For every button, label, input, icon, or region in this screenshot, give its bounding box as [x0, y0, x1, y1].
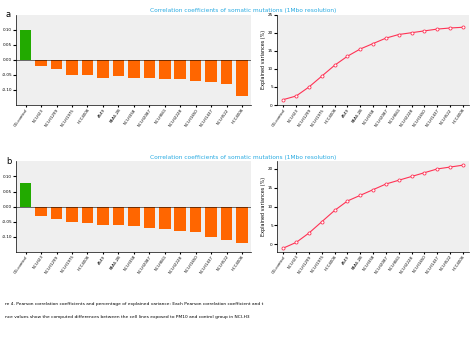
Bar: [236, 60, 248, 96]
Bar: [51, 207, 63, 219]
Text: Correlation coefficients of somatic mutations (1Mbo resolution): Correlation coefficients of somatic muta…: [150, 155, 336, 160]
Bar: [97, 207, 109, 225]
Bar: [82, 207, 93, 223]
Bar: [35, 60, 47, 66]
Bar: [159, 60, 171, 79]
Bar: [20, 183, 31, 207]
Bar: [97, 60, 109, 78]
Bar: [51, 60, 63, 69]
Bar: [66, 207, 78, 222]
Bar: [128, 60, 140, 78]
Text: Correlation coefficients of somatic mutations (1Mbo resolution): Correlation coefficients of somatic muta…: [150, 8, 336, 13]
Text: a: a: [6, 10, 11, 19]
Bar: [190, 60, 201, 81]
Bar: [190, 207, 201, 232]
Bar: [128, 207, 140, 226]
Bar: [20, 30, 31, 60]
Bar: [174, 207, 186, 231]
Bar: [144, 60, 155, 78]
Bar: [174, 60, 186, 79]
Y-axis label: Explained variances (%): Explained variances (%): [261, 177, 266, 236]
Text: b: b: [6, 156, 11, 166]
Bar: [221, 60, 232, 84]
Bar: [144, 207, 155, 228]
Y-axis label: Explained variances (%): Explained variances (%): [261, 30, 266, 89]
Bar: [236, 207, 248, 243]
Bar: [205, 60, 217, 82]
Bar: [113, 207, 124, 225]
Bar: [82, 60, 93, 75]
Bar: [66, 60, 78, 75]
Bar: [205, 207, 217, 237]
Text: nce values show the computed differences between the cell lines exposed to PM10 : nce values show the computed differences…: [5, 315, 249, 319]
Bar: [35, 207, 47, 216]
Text: re 4. Pearson correlation coefficients and percentage of explained variance: Eac: re 4. Pearson correlation coefficients a…: [5, 302, 263, 306]
Bar: [221, 207, 232, 240]
Bar: [159, 207, 171, 229]
Bar: [113, 60, 124, 76]
